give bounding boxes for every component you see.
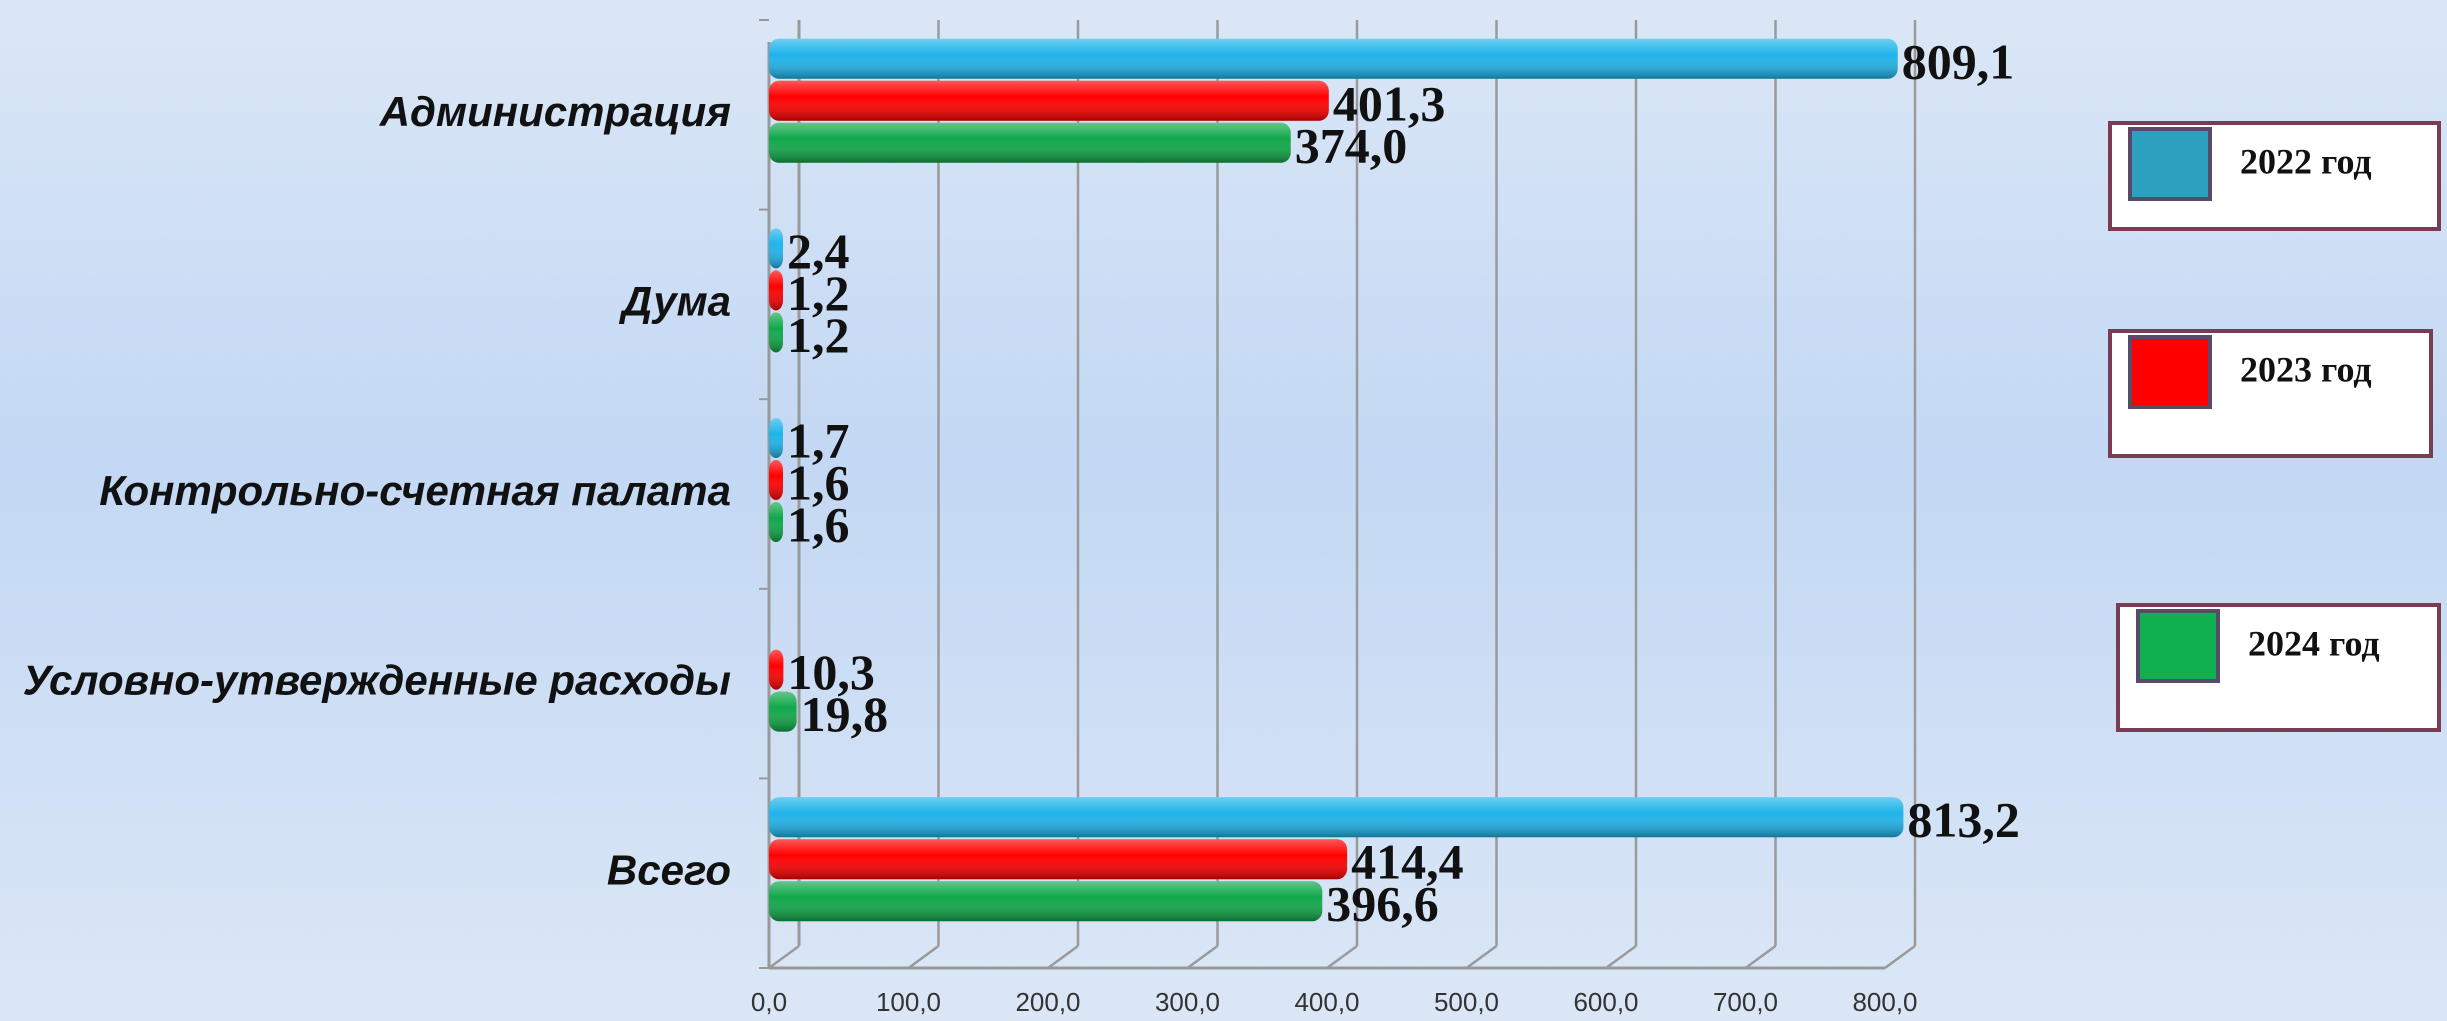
legend-swatch: [2128, 127, 2212, 201]
value-label: 2,4: [787, 223, 850, 279]
legend-label: 2022 год: [2240, 141, 2372, 181]
bar-shade: [769, 691, 797, 732]
value-label: 374,0: [1295, 117, 1408, 173]
x-tick-label: 100,0: [876, 987, 941, 1017]
x-tick-label: 800,0: [1852, 987, 1917, 1017]
grid-line: [1465, 944, 1498, 970]
x-tick-label: 200,0: [1015, 987, 1080, 1017]
bar-shade: [769, 312, 783, 353]
category-label: Администрация: [379, 88, 731, 135]
grid-line: [1186, 944, 1219, 970]
value-label: 1,6: [787, 496, 850, 552]
category-label: Контрольно-счетная палата: [99, 467, 731, 514]
legend-swatch: [2128, 335, 2212, 409]
value-label: 1,2: [787, 265, 850, 321]
bar-shade: [769, 80, 1329, 121]
x-tick-label: 0,0: [751, 987, 787, 1017]
grid-line: [1326, 944, 1358, 970]
value-label: 809,1: [1902, 33, 2015, 89]
category-label: Всего: [607, 846, 731, 893]
x-tick-label: 300,0: [1155, 987, 1220, 1017]
bar-shade: [769, 38, 1898, 79]
grid-line: [1047, 944, 1079, 970]
value-label: 401,3: [1333, 75, 1446, 131]
category-label: Дума: [619, 277, 731, 324]
bar-shade: [769, 502, 783, 542]
bar-shade: [769, 839, 1348, 880]
category-label: Условно-утвержденные расходы: [23, 657, 731, 704]
bar-shade: [769, 460, 783, 500]
bar-shade: [769, 649, 784, 690]
x-tick-label: 500,0: [1434, 987, 1499, 1017]
value-label: 414,4: [1351, 834, 1464, 890]
bar-shade: [769, 418, 783, 458]
bar-shade: [769, 881, 1323, 922]
grid-line: [907, 944, 940, 970]
grid-line: [1605, 944, 1637, 970]
legend-label: 2023 год: [2240, 349, 2372, 389]
legend-swatch: [2136, 609, 2220, 683]
value-label: 10,3: [787, 644, 875, 700]
grid-line: [768, 944, 800, 970]
value-label: 19,8: [801, 686, 889, 742]
x-tick-label: 600,0: [1573, 987, 1638, 1017]
bar-shade: [769, 270, 783, 311]
x-tick-label: 700,0: [1713, 987, 1778, 1017]
bar-shade: [769, 228, 783, 269]
value-label: 813,2: [1907, 792, 2020, 848]
x-tick-label: 400,0: [1294, 987, 1359, 1017]
bar-shade: [769, 797, 1904, 838]
value-label: 396,6: [1326, 876, 1439, 932]
grid-line: [1744, 944, 1777, 970]
value-label: 1,6: [787, 454, 850, 510]
legend-label: 2024 год: [2248, 623, 2380, 663]
value-label: 1,7: [787, 412, 850, 468]
grid-line: [1884, 944, 1916, 970]
value-label: 1,2: [787, 307, 850, 363]
bar-shade: [769, 122, 1291, 163]
